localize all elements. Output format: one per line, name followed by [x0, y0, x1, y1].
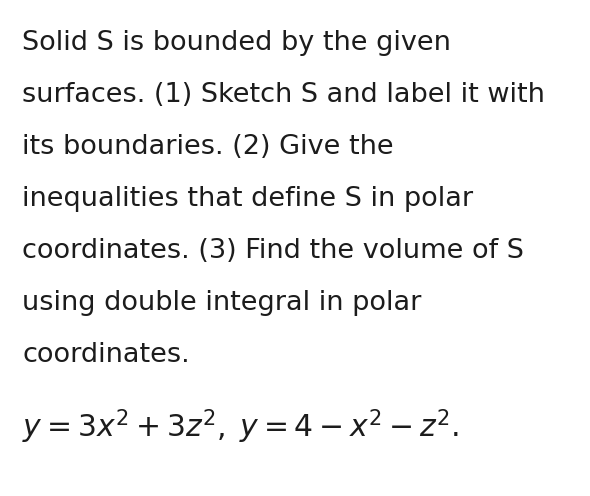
Text: coordinates. (3) Find the volume of S: coordinates. (3) Find the volume of S — [22, 238, 524, 264]
Text: its boundaries. (2) Give the: its boundaries. (2) Give the — [22, 134, 394, 160]
Text: Solid S is bounded by the given: Solid S is bounded by the given — [22, 30, 451, 56]
Text: surfaces. (1) Sketch S and label it with: surfaces. (1) Sketch S and label it with — [22, 82, 545, 108]
Text: coordinates.: coordinates. — [22, 342, 189, 368]
Text: $y = 3x^2 + 3z^2, \; y = 4 - x^2 - z^2.$: $y = 3x^2 + 3z^2, \; y = 4 - x^2 - z^2.$ — [22, 408, 459, 446]
Text: inequalities that define S in polar: inequalities that define S in polar — [22, 186, 473, 212]
Text: using double integral in polar: using double integral in polar — [22, 290, 421, 316]
